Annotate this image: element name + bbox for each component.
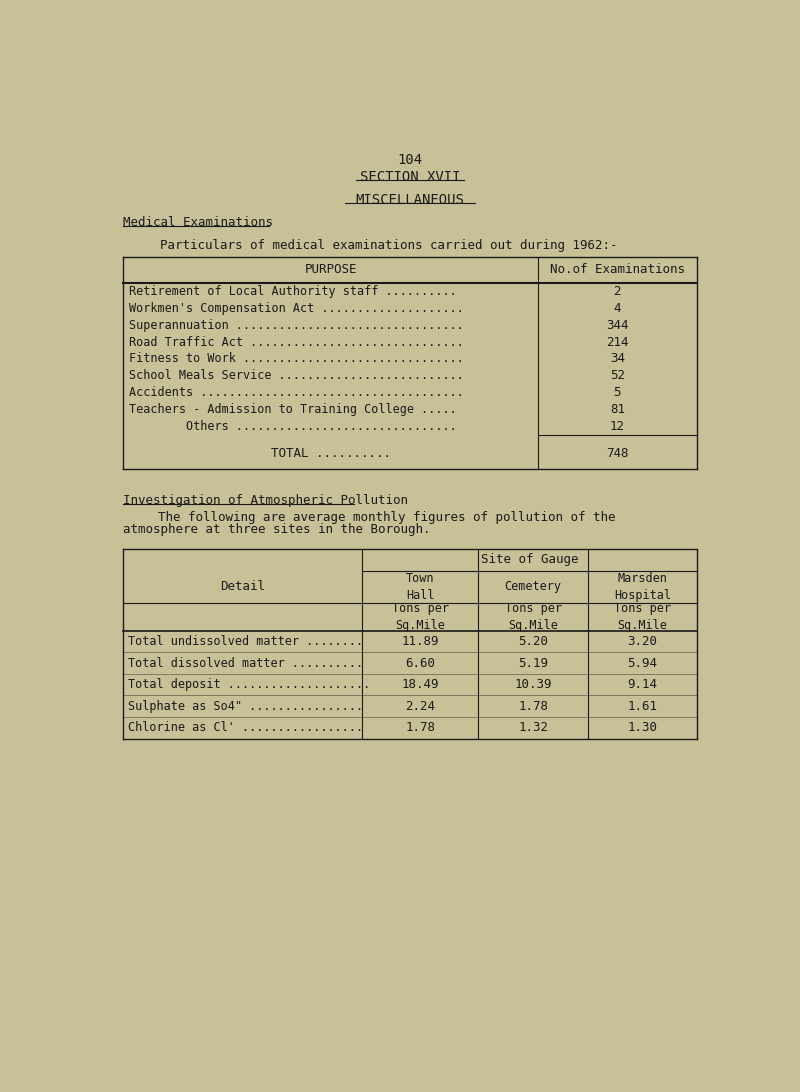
Text: 6.60: 6.60 <box>405 656 435 669</box>
Text: SECTION XVII: SECTION XVII <box>360 169 460 183</box>
Text: 52: 52 <box>610 369 625 382</box>
Text: Total undissolved matter ........: Total undissolved matter ........ <box>128 636 363 648</box>
Text: Superannuation ................................: Superannuation .........................… <box>130 319 464 332</box>
Text: Chlorine as Cl' .................: Chlorine as Cl' ................. <box>128 722 363 734</box>
Text: atmosphere at three sites in the Borough.: atmosphere at three sites in the Borough… <box>123 523 430 536</box>
Text: MISCELLANEOUS: MISCELLANEOUS <box>355 192 465 206</box>
Text: Tons per
Sq.Mile: Tons per Sq.Mile <box>614 602 671 632</box>
Text: 5.94: 5.94 <box>627 656 658 669</box>
Text: 18.49: 18.49 <box>402 678 439 691</box>
Text: Tons per
Sq.Mile: Tons per Sq.Mile <box>391 602 449 632</box>
Text: 1.78: 1.78 <box>405 722 435 734</box>
Text: The following are average monthly figures of pollution of the: The following are average monthly figure… <box>158 511 616 524</box>
Text: 1.32: 1.32 <box>518 722 548 734</box>
Text: No.of Examinations: No.of Examinations <box>550 263 685 276</box>
Text: PURPOSE: PURPOSE <box>304 263 357 276</box>
Text: 104: 104 <box>398 153 422 167</box>
Text: Total deposit ....................: Total deposit .................... <box>128 678 370 691</box>
Text: 2.24: 2.24 <box>405 700 435 713</box>
Text: 1.30: 1.30 <box>627 722 658 734</box>
Text: 2: 2 <box>614 285 621 298</box>
Text: Total dissolved matter ..........: Total dissolved matter .......... <box>128 656 363 669</box>
Text: Detail: Detail <box>220 580 265 593</box>
Text: 10.39: 10.39 <box>514 678 552 691</box>
Text: Teachers - Admission to Training College .....: Teachers - Admission to Training College… <box>130 403 458 416</box>
Text: Cemetery: Cemetery <box>505 580 562 593</box>
Text: Workmen's Compensation Act ....................: Workmen's Compensation Act .............… <box>130 301 464 314</box>
Text: Town
Hall: Town Hall <box>406 572 434 602</box>
Text: Particulars of medical examinations carried out during 1962:-: Particulars of medical examinations carr… <box>161 239 618 252</box>
Text: Road Traffic Act ..............................: Road Traffic Act .......................… <box>130 335 464 348</box>
Text: 5: 5 <box>614 387 621 400</box>
Text: 1.61: 1.61 <box>627 700 658 713</box>
Text: School Meals Service ..........................: School Meals Service ...................… <box>130 369 464 382</box>
Text: 5.20: 5.20 <box>518 636 548 648</box>
Text: 34: 34 <box>610 353 625 366</box>
Text: 344: 344 <box>606 319 629 332</box>
Text: 11.89: 11.89 <box>402 636 439 648</box>
Text: Medical Examinations: Medical Examinations <box>123 216 274 228</box>
Text: Others ...............................: Others ............................... <box>130 420 458 434</box>
Text: 5.19: 5.19 <box>518 656 548 669</box>
Text: Retirement of Local Authority staff ..........: Retirement of Local Authority staff ....… <box>130 285 458 298</box>
Text: 1.78: 1.78 <box>518 700 548 713</box>
Text: Accidents .....................................: Accidents ..............................… <box>130 387 464 400</box>
Text: Sulphate as So4" ................: Sulphate as So4" ................ <box>128 700 363 713</box>
Text: Tons per
Sq.Mile: Tons per Sq.Mile <box>505 602 562 632</box>
Text: 12: 12 <box>610 420 625 434</box>
Text: Site of Gauge: Site of Gauge <box>481 554 578 567</box>
Text: 9.14: 9.14 <box>627 678 658 691</box>
Text: Fitness to Work ...............................: Fitness to Work ........................… <box>130 353 464 366</box>
Text: 3.20: 3.20 <box>627 636 658 648</box>
Text: Investigation of Atmospheric Pollution: Investigation of Atmospheric Pollution <box>123 494 408 507</box>
Text: 4: 4 <box>614 301 621 314</box>
Text: TOTAL ..........: TOTAL .......... <box>270 447 390 460</box>
Text: Marsden
Hospital: Marsden Hospital <box>614 572 671 602</box>
Text: 214: 214 <box>606 335 629 348</box>
Text: 748: 748 <box>606 447 629 460</box>
Text: 81: 81 <box>610 403 625 416</box>
